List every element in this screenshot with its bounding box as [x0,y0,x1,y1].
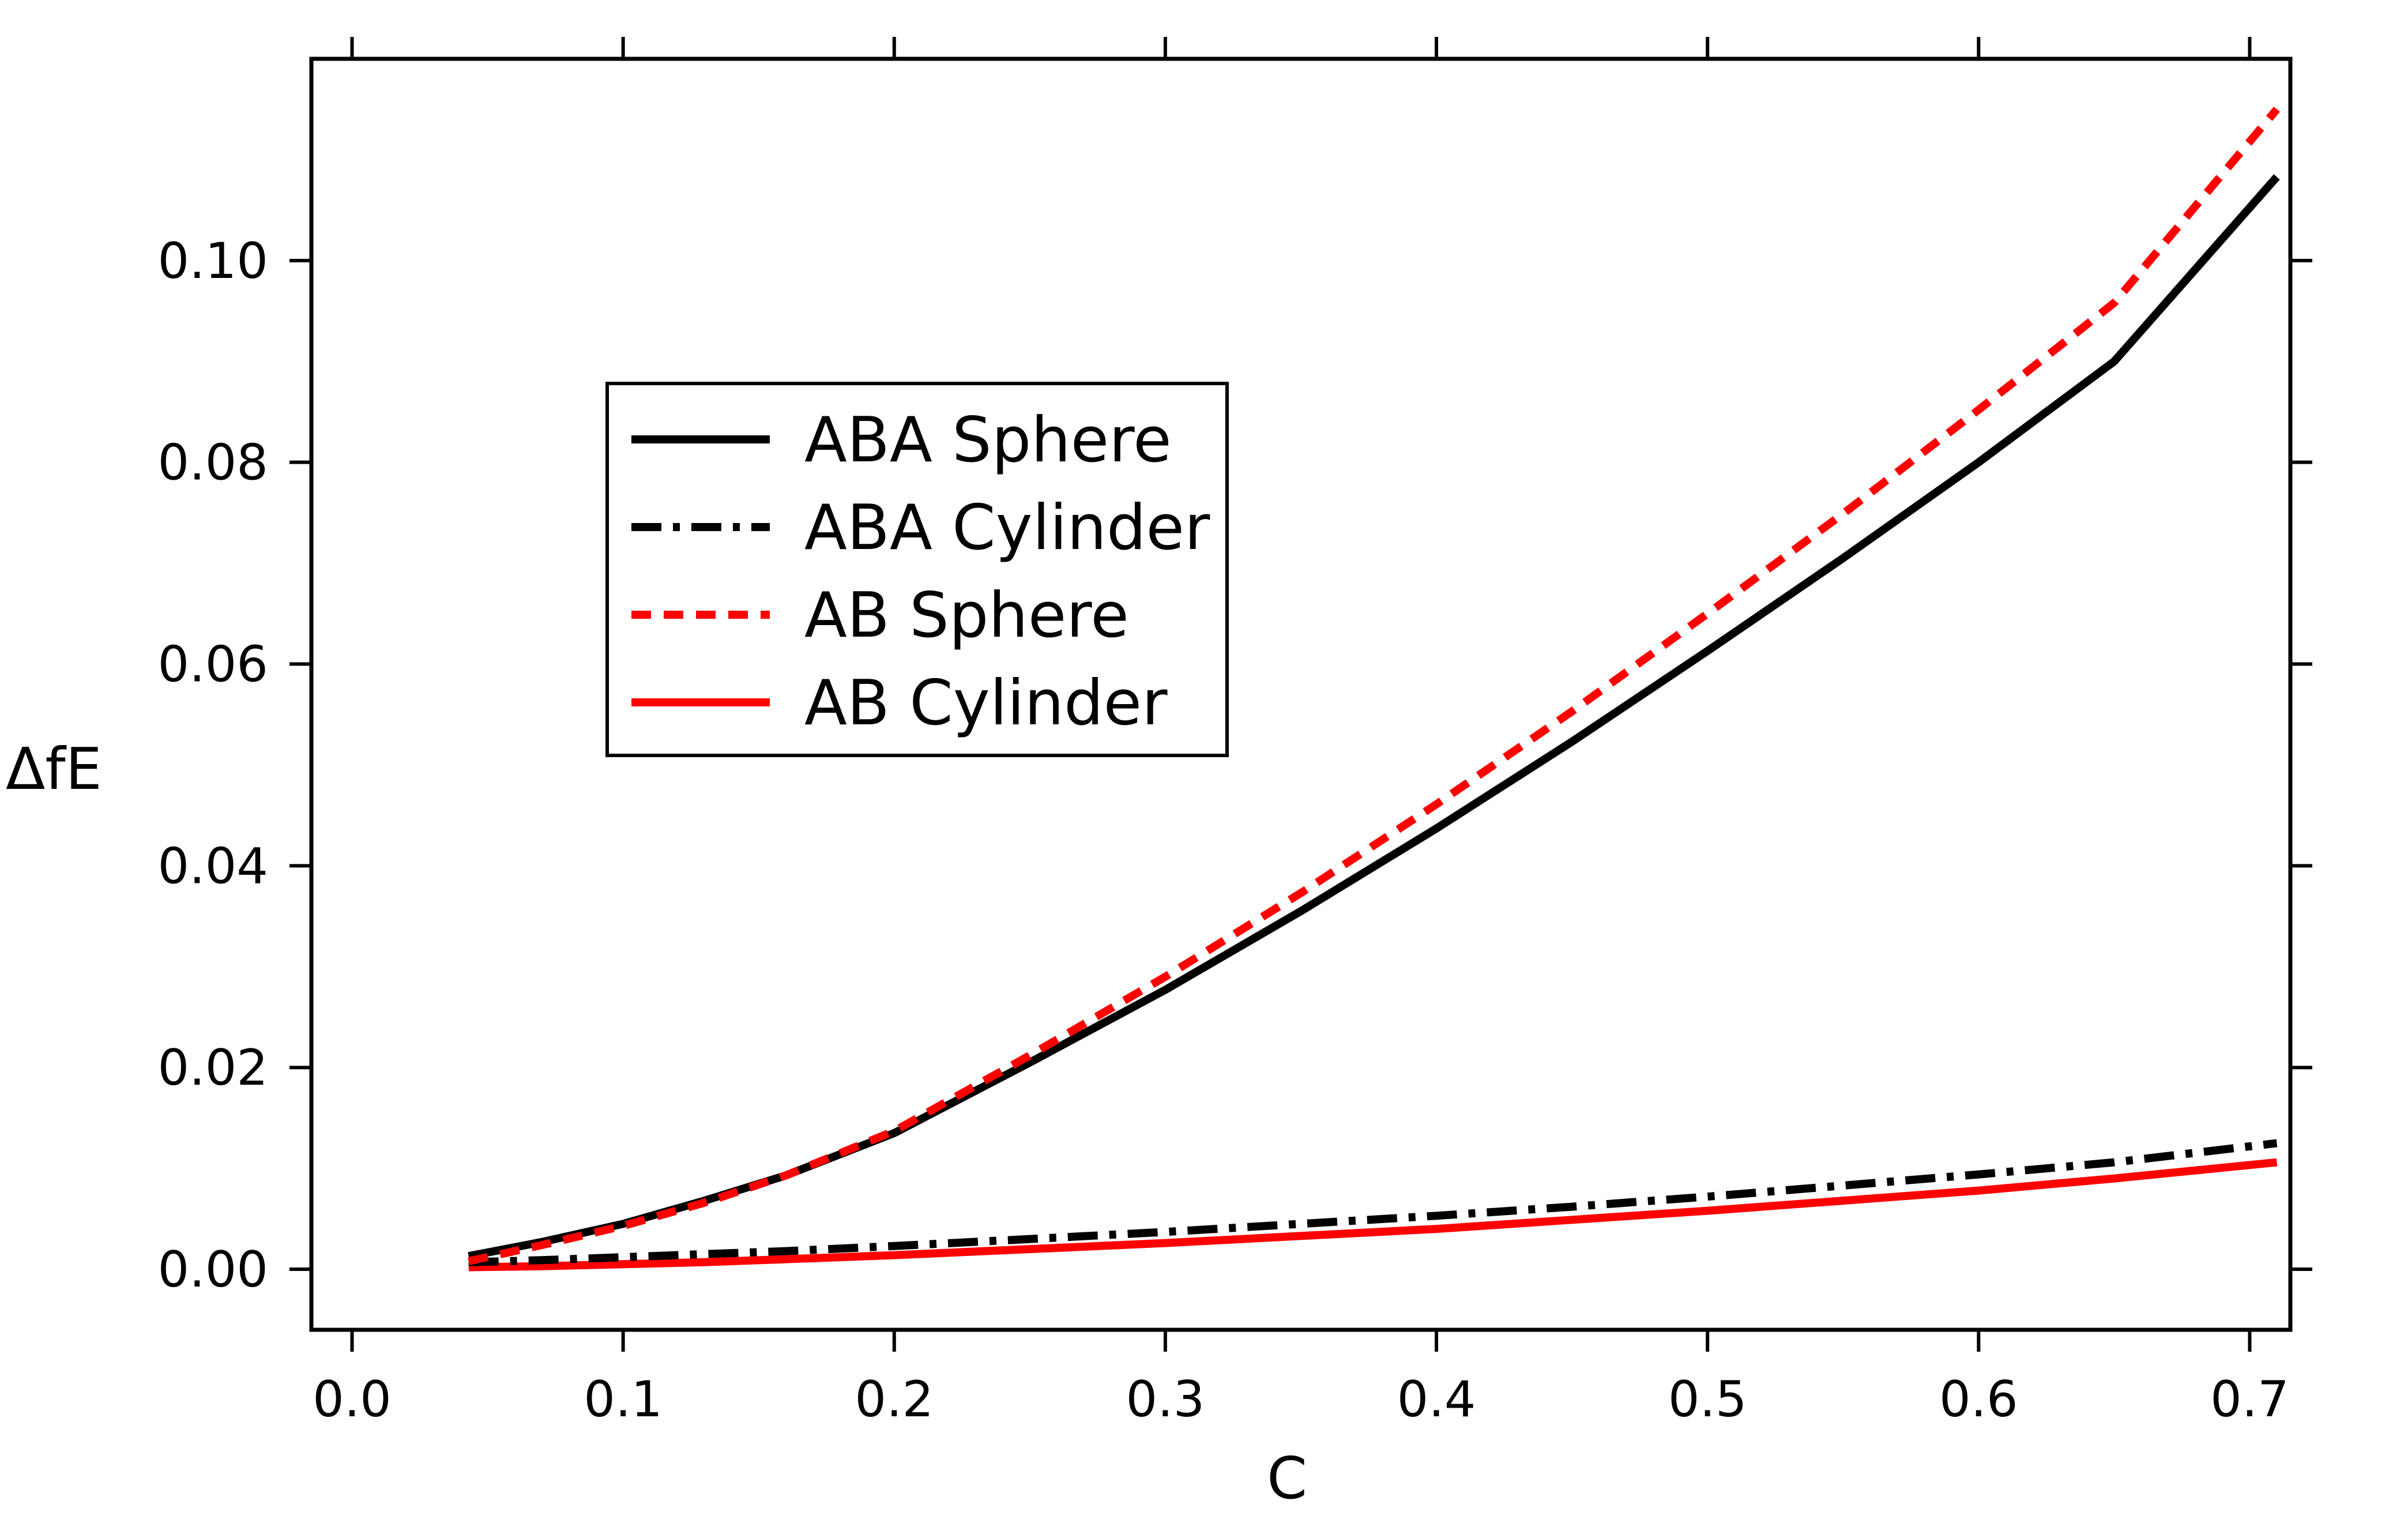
x-tick-label: 0.4 [1397,1371,1476,1428]
legend-label: AB Sphere [804,580,1129,652]
y-tick-label: 0.06 [158,636,268,694]
legend: ABA Sphere ABA Cylinder AB Sphere AB Cylind… [605,382,1229,757]
x-tick-label: 0.0 [313,1371,392,1428]
series-line-ab-cylinder [468,1158,2278,1272]
y-tick-label: 0.04 [158,837,268,895]
x-tick-label: 0.7 [2210,1371,2289,1428]
x-tick-label: 0.6 [1939,1371,2018,1428]
axis-ticks [289,37,2312,1352]
legend-items: ABA Sphere ABA Cylinder AB Sphere AB Cylind… [631,404,1210,739]
y-tick-label: 0.00 [158,1241,268,1299]
series-line-aba-cylinder [468,1139,2278,1266]
y-axis-title: ΔfE [6,735,102,803]
x-axis-title: C [1267,1445,1307,1512]
legend-label: ABA Cylinder [804,492,1210,564]
x-tick-label: 0.1 [584,1371,663,1428]
plot-frame [309,57,2293,1332]
legend-label: AB Cylinder [804,667,1168,739]
legend-box [605,382,1229,757]
y-tick-label: 0.10 [158,232,268,290]
y-tick-labels: 0.00 0.02 0.04 0.06 0.08 0.10 [158,232,268,1299]
y-tick-label: 0.02 [158,1039,268,1097]
x-tick-label: 0.5 [1668,1371,1747,1428]
x-tick-label: 0.2 [855,1371,934,1428]
x-tick-label: 0.3 [1126,1371,1205,1428]
series-line-ab-sphere [468,106,2280,1265]
x-tick-labels: 0.0 0.1 0.2 0.3 0.4 0.5 0.6 0.7 [313,1371,2289,1428]
legend-label: ABA Sphere [804,404,1172,476]
y-tick-label: 0.08 [158,434,268,492]
series-lines [468,106,2280,1272]
